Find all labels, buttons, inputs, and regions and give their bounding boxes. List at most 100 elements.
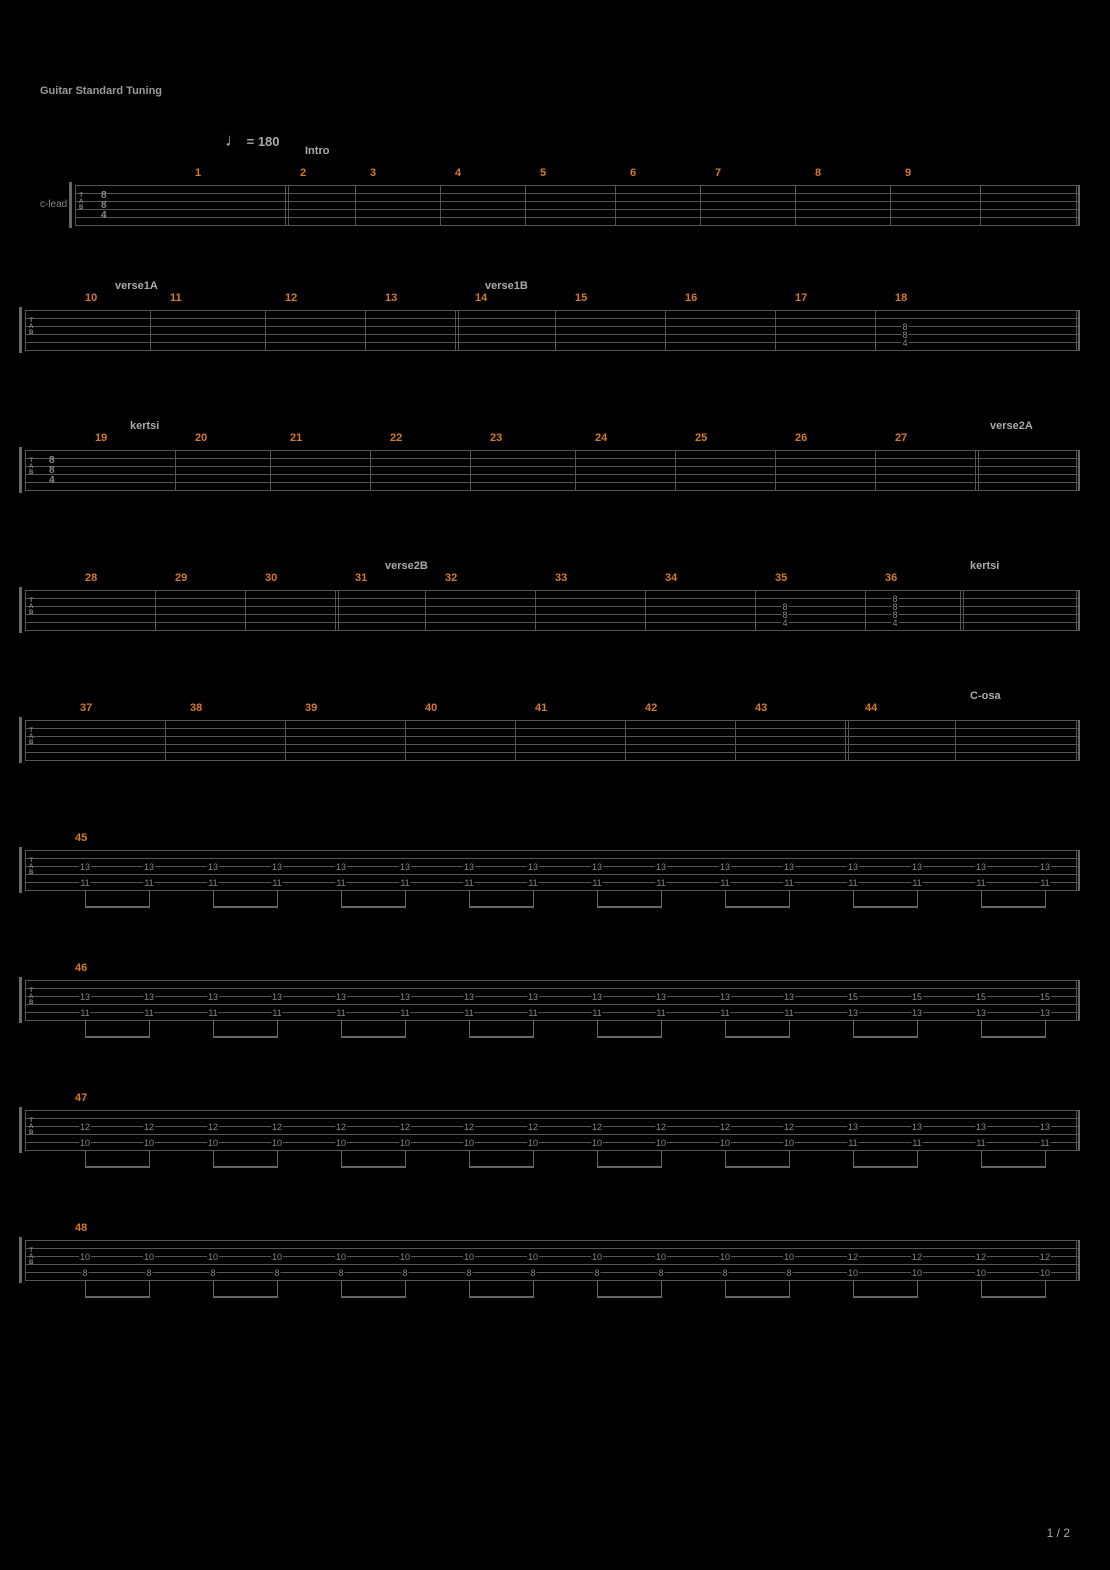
fret-number: 10 (527, 1252, 539, 1262)
string-line (25, 622, 1080, 623)
system-bracket (19, 447, 22, 493)
barline (25, 310, 26, 350)
beam (469, 906, 534, 908)
string-line (25, 728, 1080, 729)
fret-number: 10 (847, 1268, 859, 1278)
tab-indicator: TAB (29, 988, 33, 1006)
string-line (25, 630, 1080, 631)
fret-number: 11 (271, 878, 282, 888)
fret-number: 10 (207, 1252, 219, 1262)
fret-number: 11 (1039, 1138, 1050, 1148)
fret-number: 11 (1039, 878, 1050, 888)
string-line (25, 1110, 1080, 1111)
fret-number: 13 (79, 862, 91, 872)
fret-number: 8 (337, 1268, 344, 1278)
section-label: Intro (305, 145, 329, 157)
string-line (25, 482, 1080, 483)
tuning-header: Guitar Standard Tuning (40, 85, 1080, 97)
measure-number: 25 (695, 432, 707, 444)
beam (981, 1296, 1046, 1298)
string-line (25, 614, 1080, 615)
fret-number: 11 (399, 1008, 410, 1018)
measure-number: 12 (285, 292, 297, 304)
fret-number: 11 (847, 878, 858, 888)
fret-number: 10 (463, 1138, 475, 1148)
section-label: kertsi (130, 420, 159, 432)
section-label: verse2B (385, 560, 428, 572)
measure-number: 8 (815, 167, 821, 179)
string-line (25, 350, 1080, 351)
beam (469, 1036, 534, 1038)
track-label: c-lead (40, 199, 67, 210)
end-barline (1076, 1240, 1080, 1280)
system-bracket (19, 847, 22, 893)
measure-number: 2 (300, 167, 306, 179)
measure-number: 28 (85, 572, 97, 584)
beam (341, 1166, 406, 1168)
tab-staff: TAB884c-lead♩ = 180Intro123456789 (75, 185, 1080, 225)
end-barline (1076, 590, 1080, 630)
beam (725, 906, 790, 908)
end-barline (1076, 720, 1080, 760)
measure-number: 23 (490, 432, 502, 444)
fret-number: 12 (143, 1122, 155, 1132)
measure-number: 21 (290, 432, 302, 444)
measure-number: 26 (795, 432, 807, 444)
end-barline (1076, 980, 1080, 1020)
fret-number: 12 (719, 1122, 731, 1132)
string-line (25, 858, 1080, 859)
beam (981, 906, 1046, 908)
fret-number: 13 (591, 992, 603, 1002)
system-bracket (69, 182, 72, 228)
tab-staff: TAB884kertsiverse2A192021222324252627 (25, 450, 1080, 490)
fret-number: 10 (655, 1252, 667, 1262)
measure-number: 38 (190, 702, 202, 714)
measure-number: 6 (630, 167, 636, 179)
fret-number: 13 (911, 1122, 923, 1132)
fret-number: 11 (655, 1008, 666, 1018)
fret-number: 13 (1039, 1122, 1051, 1132)
string-line (25, 874, 1080, 875)
staff-system: TABverse2Bkertsi282930313233343536884888… (25, 590, 1080, 630)
fret-number: 11 (847, 1138, 858, 1148)
barline (150, 310, 151, 350)
beam (213, 1166, 278, 1168)
barline (365, 310, 366, 350)
string-line (25, 752, 1080, 753)
tab-staff: TABverse1Averse1B101112131415161718884 (25, 310, 1080, 350)
tab-staff: TAB4613111311131113111311131113111311131… (25, 980, 1080, 1020)
tab-staff: TABC-osa3738394041424344 (25, 720, 1080, 760)
fret-number: 13 (655, 862, 667, 872)
measure-number: 19 (95, 432, 107, 444)
fret-number: 13 (527, 862, 539, 872)
fret-number: 13 (719, 862, 731, 872)
measure-number: 7 (715, 167, 721, 179)
fret-number: 11 (719, 1008, 730, 1018)
end-barline (1076, 1110, 1080, 1150)
fret-number: 8 (401, 1268, 408, 1278)
end-barline (1076, 310, 1080, 350)
fret-number: 8 (529, 1268, 536, 1278)
barline (535, 590, 536, 630)
tab-staff: TABverse2Bkertsi282930313233343536884888… (25, 590, 1080, 630)
measure-number: 32 (445, 572, 457, 584)
barline (735, 720, 736, 760)
fret-number: 10 (783, 1252, 795, 1262)
measure-number: 42 (645, 702, 657, 714)
fret-number: 15 (975, 992, 987, 1002)
string-line (75, 185, 1080, 186)
measure-number: 24 (595, 432, 607, 444)
beam (725, 1166, 790, 1168)
string-line (25, 590, 1080, 591)
measure-number: 18 (895, 292, 907, 304)
fret-number: 13 (911, 1008, 923, 1018)
string-line (75, 209, 1080, 210)
barline (25, 1110, 26, 1150)
fret-number: 10 (335, 1138, 347, 1148)
barline (165, 720, 166, 760)
fret-number: 12 (463, 1122, 475, 1132)
measure-number: 33 (555, 572, 567, 584)
fret-number: 13 (911, 862, 923, 872)
fret-number: 10 (783, 1138, 795, 1148)
time-signature: 884 (49, 456, 55, 486)
